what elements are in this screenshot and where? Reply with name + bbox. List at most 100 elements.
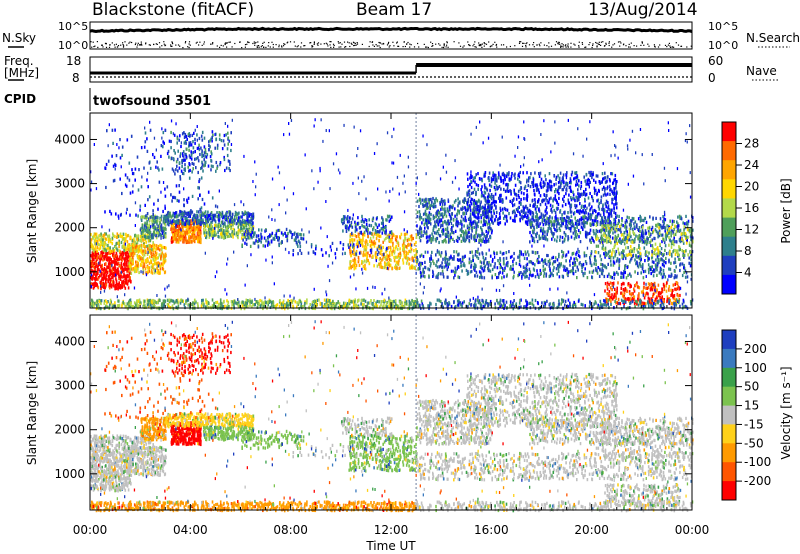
power-echo: [533, 204, 536, 208]
power-echo: [494, 192, 497, 196]
power-echo: [144, 245, 147, 249]
nsearch-point: [431, 43, 434, 45]
power-echo: [237, 231, 239, 235]
power-echo: [190, 228, 193, 232]
power-echo: [450, 235, 452, 240]
power-echo: [465, 238, 467, 242]
power-echo: [178, 234, 180, 238]
power-echo: [426, 221, 429, 225]
power-echo: [157, 256, 159, 260]
nsearch-point: [128, 42, 130, 44]
power-echo: [124, 267, 127, 271]
power-echo: [235, 233, 238, 237]
nsearch-point: [407, 41, 409, 44]
power-echo: [150, 251, 153, 255]
freq-bottom-tick: 8: [72, 71, 80, 85]
power-echo: [140, 226, 142, 231]
power-echo: [600, 180, 603, 184]
power-echo: [91, 282, 94, 286]
power-echo: [455, 238, 458, 243]
power-echo: [213, 223, 216, 227]
power-echo: [387, 233, 390, 237]
power-echo: [487, 214, 490, 218]
power-echo: [96, 271, 99, 276]
power-echo: [123, 246, 126, 250]
power-echo: [608, 217, 610, 221]
power-echo: [209, 233, 211, 237]
cpid-value: twofsound 3501: [93, 94, 211, 109]
power-echo: [201, 154, 203, 159]
nsearch-point: [555, 41, 558, 43]
power-echo: [172, 218, 175, 222]
power-echo: [371, 218, 374, 222]
power-echo: [95, 236, 97, 240]
power-echo: [523, 192, 525, 196]
power-echo: [438, 234, 441, 238]
power-echo: [470, 236, 473, 240]
power-echo: [166, 219, 168, 223]
power-echo: [117, 214, 120, 218]
power-echo: [357, 241, 359, 245]
power-echo: [559, 217, 562, 221]
power-echo: [244, 219, 246, 223]
power-echo: [583, 211, 586, 215]
power-echo: [180, 237, 182, 241]
power-echo: [175, 237, 177, 241]
power-echo: [93, 255, 95, 259]
power-echo: [355, 249, 358, 254]
power-echo: [159, 218, 162, 222]
power-echo: [539, 194, 542, 198]
power-echo: [500, 187, 502, 191]
noise-traces: [89, 26, 693, 49]
power-echo: [388, 250, 391, 254]
power-echo: [94, 251, 97, 256]
power-echo: [109, 237, 111, 242]
power-echo: [597, 205, 600, 209]
power-echo: [119, 264, 122, 268]
power-echo: [497, 222, 500, 226]
nsearch-point: [256, 45, 258, 47]
power-echo: [420, 227, 423, 231]
power-echo: [381, 216, 383, 220]
nsearch-point: [430, 41, 432, 43]
power-echo: [286, 234, 289, 238]
power-echo: [503, 216, 505, 220]
power-echo: [104, 237, 107, 241]
power-echo: [491, 215, 494, 219]
power-echo: [242, 233, 245, 237]
power-echo: [205, 231, 208, 235]
power-echo: [188, 237, 190, 241]
power-echo: [353, 246, 355, 250]
power-echo: [260, 240, 262, 244]
power-echo: [186, 212, 189, 216]
power-echo: [170, 215, 173, 219]
power-echo: [192, 235, 195, 239]
power-echo: [126, 269, 128, 273]
nsearch-point: [368, 45, 370, 48]
power-echo: [422, 218, 424, 222]
power-echo: [488, 183, 491, 187]
power-echo: [228, 220, 230, 224]
nsearch-point: [619, 45, 621, 47]
power-echo: [490, 214, 493, 218]
nsearch-point: [423, 43, 425, 45]
power-echo: [503, 187, 505, 192]
power-echo: [155, 215, 158, 219]
power-echo: [424, 211, 426, 215]
nsearch-point: [210, 43, 212, 45]
power-echo: [354, 266, 357, 270]
power-echo: [275, 229, 278, 233]
nsearch-point: [500, 44, 503, 46]
power-echo: [286, 237, 289, 241]
power-echo: [164, 194, 167, 198]
power-echo: [160, 233, 163, 237]
power-echo: [148, 218, 151, 222]
power-echo: [544, 174, 546, 178]
power-echo: [99, 280, 102, 284]
power-echo: [200, 240, 202, 245]
power-echo: [587, 212, 590, 216]
power-echo: [484, 191, 487, 195]
power-echo: [140, 250, 143, 254]
power-echo: [603, 185, 605, 189]
power-echo: [284, 231, 286, 235]
